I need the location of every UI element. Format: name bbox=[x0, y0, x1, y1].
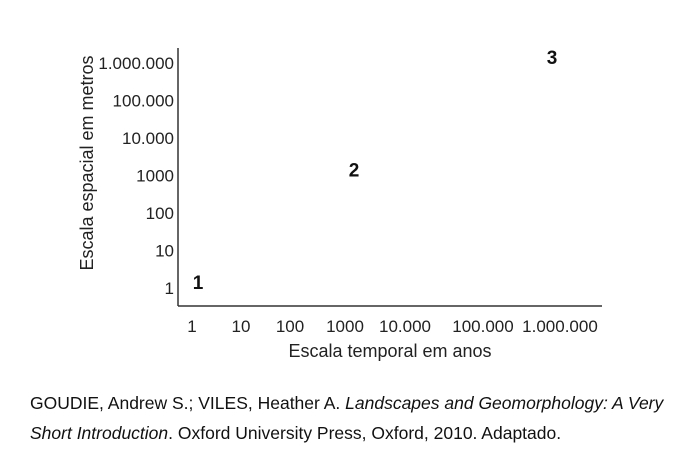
caption-rest: . Oxford University Press, Oxford, 2010.… bbox=[168, 423, 562, 443]
y-tick-labels: 1 10 100 1000 10.000 100.000 1.000.000 bbox=[98, 54, 174, 298]
caption-authors: GOUDIE, Andrew S.; VILES, Heather A. bbox=[30, 393, 346, 413]
y-axis-label: Escala espacial em metros bbox=[77, 55, 97, 270]
data-point-label: 2 bbox=[349, 161, 360, 182]
caption-title: Landscapes and Geomorphology: A Very Sho… bbox=[30, 393, 664, 443]
y-tick-label: 100.000 bbox=[113, 92, 174, 111]
x-tick-label: 100.000 bbox=[452, 317, 513, 336]
x-tick-labels: 1 10 100 1000 10.000 100.000 1.000.000 bbox=[187, 317, 598, 336]
y-tick-label: 1.000.000 bbox=[98, 54, 174, 73]
y-tick-label: 100 bbox=[146, 204, 174, 223]
y-tick-label: 10 bbox=[155, 242, 174, 261]
x-tick-label: 1 bbox=[187, 317, 196, 336]
x-tick-label: 10 bbox=[232, 317, 251, 336]
data-point-label: 1 bbox=[193, 273, 204, 294]
x-tick-label: 1000 bbox=[326, 317, 364, 336]
data-points: 1 2 3 bbox=[193, 48, 558, 294]
data-point-label: 3 bbox=[547, 48, 558, 69]
x-tick-label: 10.000 bbox=[379, 317, 431, 336]
x-tick-label: 1.000.000 bbox=[522, 317, 598, 336]
y-tick-label: 1 bbox=[165, 279, 174, 298]
x-axis-label: Escala temporal em anos bbox=[288, 341, 491, 361]
x-tick-label: 100 bbox=[276, 317, 304, 336]
y-tick-label: 1000 bbox=[136, 167, 174, 186]
y-tick-label: 10.000 bbox=[122, 129, 174, 148]
source-caption: GOUDIE, Andrew S.; VILES, Heather A. Lan… bbox=[30, 388, 690, 448]
